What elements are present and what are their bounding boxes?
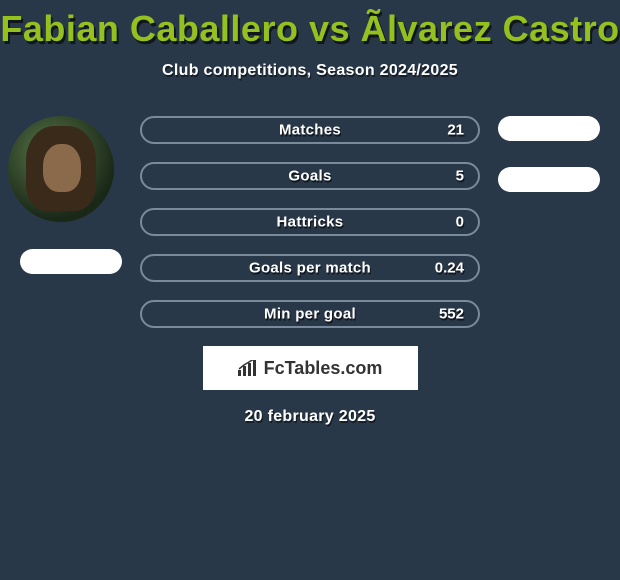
source-logo: FcTables.com xyxy=(238,358,383,379)
stat-label: Goals xyxy=(288,168,331,185)
stat-label: Goals per match xyxy=(249,260,371,277)
comparison-title: Fabian Caballero vs Ãlvarez Castro xyxy=(0,0,620,50)
comparison-content: Matches 21 Goals 5 Hattricks 0 Goals per… xyxy=(0,116,620,426)
comparison-date: 20 february 2025 xyxy=(0,408,620,426)
source-logo-text: FcTables.com xyxy=(264,358,383,379)
stat-value: 552 xyxy=(439,306,464,323)
player-left-avatar xyxy=(8,116,114,222)
stat-row-goals: Goals 5 xyxy=(140,162,480,190)
stat-value: 21 xyxy=(447,122,464,139)
stat-row-gpm: Goals per match 0.24 xyxy=(140,254,480,282)
stat-value: 0 xyxy=(456,214,464,231)
stat-label: Min per goal xyxy=(264,306,356,323)
stat-value: 5 xyxy=(456,168,464,185)
stat-label: Hattricks xyxy=(277,214,344,231)
stat-row-mpg: Min per goal 552 xyxy=(140,300,480,328)
stat-row-matches: Matches 21 xyxy=(140,116,480,144)
chart-icon xyxy=(238,360,258,376)
stat-value: 0.24 xyxy=(435,260,464,277)
source-logo-box: FcTables.com xyxy=(203,346,418,390)
player-right-pill-1 xyxy=(498,116,600,141)
stat-row-hattricks: Hattricks 0 xyxy=(140,208,480,236)
stat-label: Matches xyxy=(279,122,341,139)
player-right-pill-2 xyxy=(498,167,600,192)
comparison-subtitle: Club competitions, Season 2024/2025 xyxy=(0,62,620,80)
player-left-name-pill xyxy=(20,249,122,274)
